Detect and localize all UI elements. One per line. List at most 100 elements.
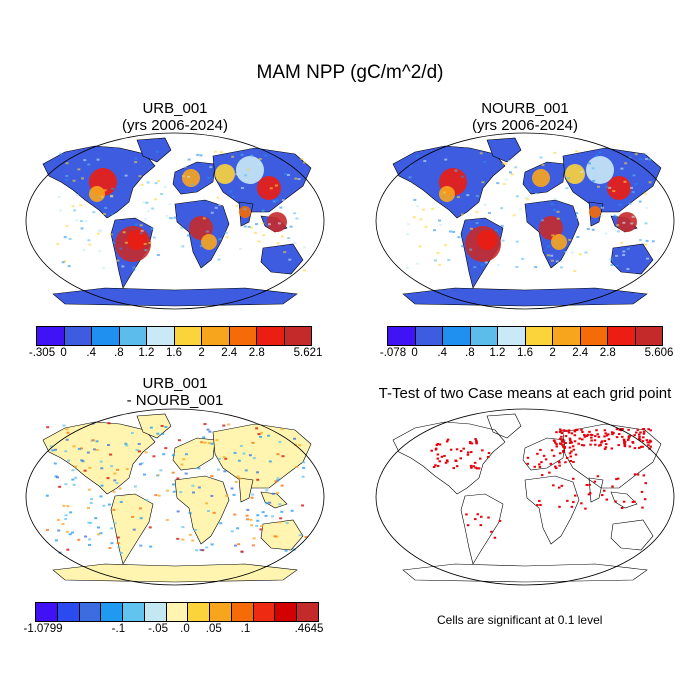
difference-cell	[203, 441, 207, 444]
significant-cell	[642, 432, 646, 435]
significant-cell	[590, 439, 593, 442]
significant-cell	[567, 429, 571, 432]
land-india	[238, 477, 254, 503]
difference-cell	[200, 441, 204, 444]
npp-cell	[243, 225, 247, 228]
significant-cell	[577, 442, 580, 445]
significant-cell	[600, 494, 604, 497]
significant-cell	[599, 443, 602, 446]
npp-cell	[65, 162, 69, 165]
npp-cell	[524, 196, 528, 199]
difference-cell	[233, 513, 237, 516]
npp-cell	[168, 203, 172, 206]
npp-cell	[295, 217, 299, 220]
significant-cell	[605, 443, 608, 446]
significant-cell	[540, 461, 543, 464]
npp-cell	[502, 183, 506, 186]
npp-cell	[213, 150, 217, 153]
colorbar-tick-label: .8	[114, 347, 124, 359]
significant-cell	[573, 434, 577, 437]
npp-cell	[183, 165, 187, 168]
significant-cell	[445, 440, 449, 443]
significant-cell	[569, 440, 573, 443]
significant-cell	[644, 482, 647, 485]
npp-cell	[481, 181, 485, 184]
difference-cell	[51, 449, 55, 452]
significant-cell	[536, 504, 539, 507]
difference-cell	[251, 441, 255, 444]
significant-cell	[617, 433, 621, 436]
significant-cell	[539, 448, 542, 451]
significant-cell	[568, 437, 572, 440]
npp-cell	[515, 195, 519, 198]
difference-cell	[225, 494, 229, 497]
difference-cell	[242, 452, 246, 455]
significant-cell	[438, 460, 441, 463]
difference-cell	[69, 511, 73, 514]
difference-cell	[94, 517, 98, 520]
panel-1-title-line2: (yrs 2006-2024)	[122, 117, 228, 134]
difference-cell	[64, 450, 68, 453]
difference-cell	[205, 546, 209, 549]
npp-region	[257, 176, 281, 200]
difference-cell	[95, 449, 99, 452]
difference-cell	[246, 508, 250, 511]
npp-cell	[71, 205, 75, 208]
significant-cell	[627, 438, 630, 441]
difference-cell	[188, 512, 192, 515]
npp-cell	[303, 246, 307, 249]
difference-cell	[112, 508, 116, 511]
npp-cell	[240, 153, 244, 156]
colorbar-tick-label: 1.6	[166, 347, 182, 359]
npp-cell	[283, 251, 287, 254]
npp-cell	[460, 213, 464, 216]
npp-cell	[575, 212, 579, 215]
significant-cell	[633, 434, 636, 437]
difference-cell	[232, 493, 236, 496]
npp-cell	[148, 241, 152, 244]
npp-cell	[615, 254, 619, 257]
npp-cell	[439, 223, 443, 226]
significant-cell	[604, 446, 608, 449]
npp-cell	[421, 208, 425, 211]
difference-cell	[239, 444, 243, 447]
difference-cell	[86, 451, 90, 454]
difference-cell	[131, 515, 135, 518]
npp-region	[439, 186, 455, 202]
npp-cell	[63, 236, 67, 239]
significant-cell	[474, 466, 477, 469]
significant-cell	[573, 494, 577, 497]
difference-cell	[276, 491, 280, 494]
npp-cell	[181, 245, 185, 248]
significant-cell	[641, 506, 644, 509]
panel-3-title-line2: - NOURB_001	[126, 392, 224, 409]
significant-cell	[600, 441, 603, 444]
npp-cell	[648, 181, 652, 184]
difference-cell	[89, 501, 93, 504]
colorbar-swatch	[297, 603, 318, 621]
significant-cell	[622, 438, 626, 441]
significant-cell	[459, 450, 463, 453]
difference-cell	[162, 453, 166, 456]
significant-cell	[571, 445, 575, 448]
significant-cell	[638, 438, 642, 441]
npp-cell	[302, 161, 306, 164]
significant-cell	[615, 478, 618, 481]
land-antarctica	[52, 287, 298, 307]
difference-cell	[295, 465, 299, 468]
difference-cell	[87, 488, 91, 491]
npp-cell	[588, 162, 592, 165]
npp-cell	[515, 240, 519, 243]
panel-2-title-line2: (yrs 2006-2024)	[472, 117, 578, 134]
npp-cell	[496, 182, 500, 185]
npp-cell	[436, 252, 440, 255]
significant-cell	[470, 451, 473, 454]
npp-cell	[624, 162, 628, 165]
significant-cell	[610, 447, 614, 450]
significant-cell	[562, 429, 566, 432]
significant-cell	[570, 450, 573, 453]
significant-cell	[647, 444, 650, 447]
significant-cell	[584, 507, 587, 510]
significant-cell	[558, 461, 561, 464]
difference-cell	[274, 480, 278, 483]
